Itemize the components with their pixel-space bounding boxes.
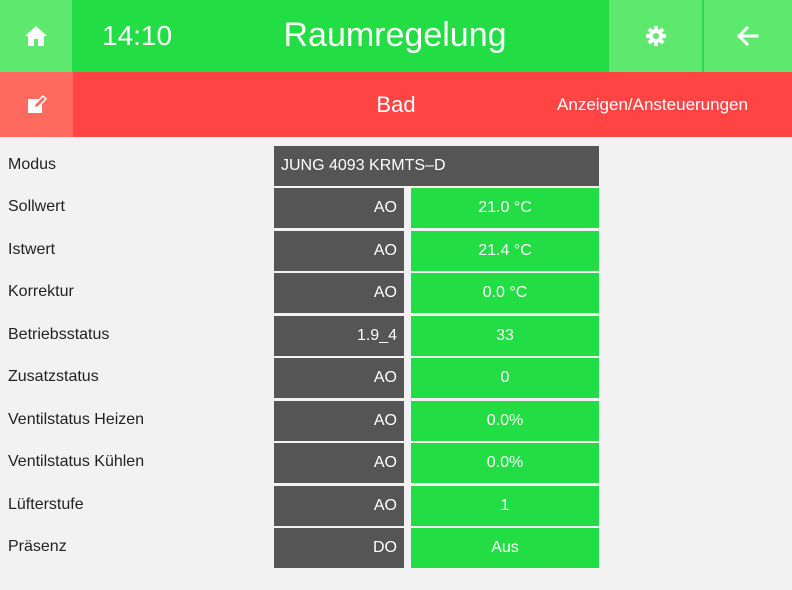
- row-value-cell[interactable]: 0.0 °C: [411, 273, 599, 313]
- row-type-cell[interactable]: AO: [274, 231, 404, 271]
- gear-icon: [645, 26, 666, 46]
- home-icon: [25, 26, 47, 46]
- row-label: Präsenz: [8, 538, 67, 555]
- top-bar: 14:10 Raumregelung: [0, 0, 792, 72]
- row-type-cell[interactable]: DO: [274, 528, 404, 568]
- row-type-cell[interactable]: 1.9_4: [274, 316, 404, 356]
- row-value-cell[interactable]: 0.0%: [411, 443, 599, 483]
- room-name: Bad: [376, 92, 416, 117]
- row-value-cell[interactable]: 1: [411, 486, 599, 526]
- clock: 14:10: [102, 20, 173, 51]
- row-type-cell[interactable]: AO: [274, 401, 404, 441]
- row-type-cell[interactable]: AO: [274, 273, 404, 313]
- page-title: Raumregelung: [283, 16, 507, 54]
- mode-label: Modus: [8, 156, 57, 173]
- row-value-cell[interactable]: 0.0%: [411, 401, 599, 441]
- row-label: Lüfterstufe: [8, 496, 84, 513]
- row-label: Korrektur: [8, 283, 74, 300]
- arrow-left-icon: [737, 26, 759, 46]
- room-bar: Bad Anzeigen/Ansteuerungen: [0, 72, 792, 137]
- row-value-cell[interactable]: 33: [411, 316, 599, 356]
- row-label: Ventilstatus Kühlen: [8, 453, 145, 470]
- row-type-cell[interactable]: AO: [274, 486, 404, 526]
- row-label: Betriebsstatus: [8, 326, 110, 343]
- row-value-cell[interactable]: Aus: [411, 528, 599, 568]
- device-mode-field[interactable]: JUNG 4093 KRMTS–D: [274, 146, 599, 186]
- edit-button[interactable]: [0, 72, 73, 137]
- display-controls-link[interactable]: Anzeigen/Ansteuerungen: [557, 95, 748, 114]
- row-type-cell[interactable]: AO: [274, 358, 404, 398]
- row-value-cell[interactable]: 21.4 °C: [411, 231, 599, 271]
- row-label: Sollwert: [8, 198, 65, 215]
- row-label: Ventilstatus Heizen: [8, 411, 145, 428]
- row-value-cell[interactable]: 21.0 °C: [411, 188, 599, 228]
- row-type-cell[interactable]: AO: [274, 188, 404, 228]
- row-label: Zusatzstatus: [8, 368, 99, 385]
- row-type-cell[interactable]: AO: [274, 443, 404, 483]
- row-value-cell[interactable]: 0: [411, 358, 599, 398]
- edit-icon: [27, 94, 47, 113]
- back-button[interactable]: [704, 0, 792, 72]
- row-label: Istwert: [8, 241, 56, 258]
- settings-button[interactable]: [609, 0, 702, 72]
- home-button[interactable]: [0, 0, 72, 72]
